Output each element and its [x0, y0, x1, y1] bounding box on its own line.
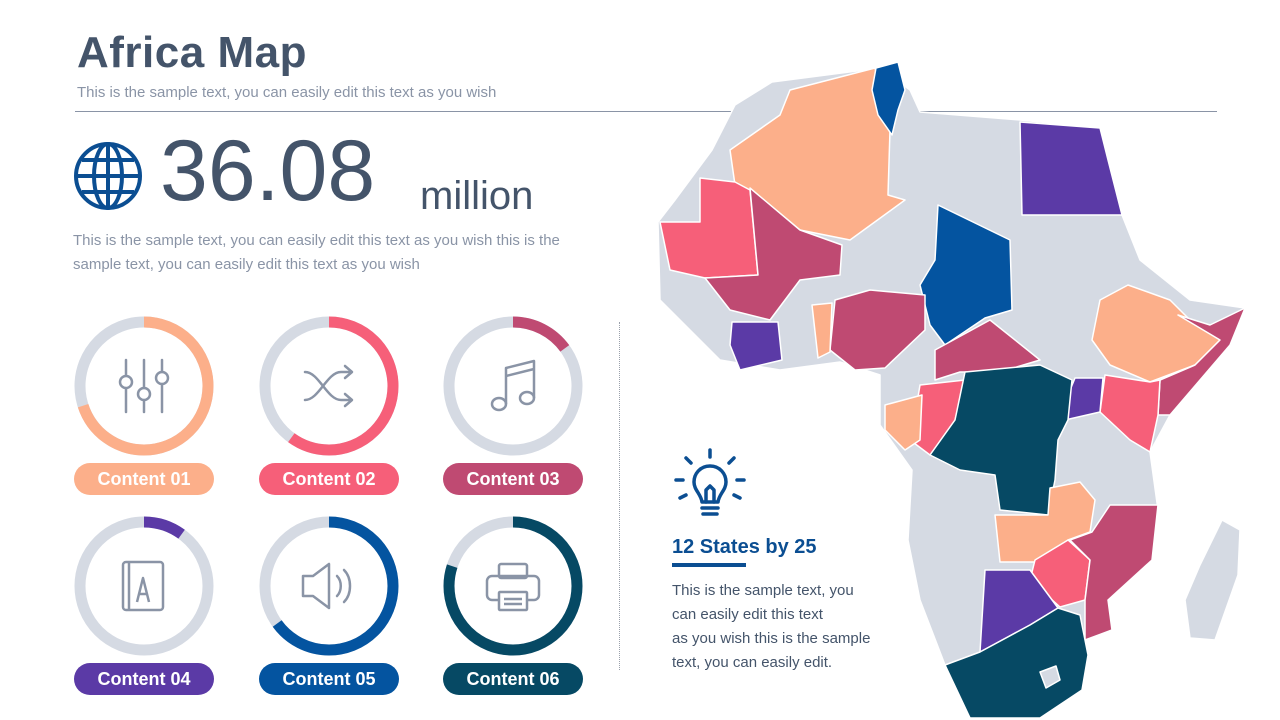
- africa-map: [657, 61, 1246, 719]
- content-ring-5[interactable]: [257, 514, 401, 658]
- book-icon: [121, 560, 165, 612]
- states-underline: [672, 563, 746, 567]
- content-label-4[interactable]: Content 04: [74, 663, 214, 695]
- ring-progress-3: [443, 316, 583, 456]
- states-title: 12 States by 25: [672, 536, 817, 558]
- content-label-6[interactable]: Content 06: [443, 663, 583, 695]
- music-note-icon: [490, 359, 536, 412]
- content-label-3[interactable]: Content 03: [443, 463, 583, 495]
- shuffle-icon: [303, 364, 354, 408]
- ring-progress-4: [74, 516, 214, 656]
- globe-icon: [74, 142, 142, 210]
- map-region-teal-south: [944, 607, 1089, 719]
- ring-progress-6: [443, 516, 583, 656]
- map-region-rose-central-west: [829, 289, 926, 371]
- printer-icon: [485, 562, 541, 612]
- stat-unit: million: [420, 174, 534, 218]
- speaker-icon: [301, 562, 352, 610]
- ring-progress-1: [74, 316, 214, 456]
- map-region-purple-west: [729, 321, 783, 371]
- states-line-2: can easily edit this text: [672, 606, 823, 623]
- map-region-pink-east: [1099, 374, 1161, 453]
- content-ring-1[interactable]: [72, 314, 216, 458]
- map-madagascar: [1184, 519, 1241, 641]
- map-region-peach-west-small: [811, 302, 833, 359]
- map-region-peach-central: [884, 394, 923, 451]
- states-line-1: This is the sample text, you: [672, 582, 854, 599]
- section-divider: [619, 322, 620, 670]
- content-ring-6[interactable]: [441, 514, 585, 658]
- header-divider: [75, 111, 1217, 112]
- ring-progress-2: [259, 316, 399, 456]
- content-label-2[interactable]: Content 02: [259, 463, 399, 495]
- page-title: Africa Map: [77, 28, 307, 77]
- map-region-rose-west: [704, 187, 843, 321]
- content-ring-4[interactable]: [72, 514, 216, 658]
- content-label-1[interactable]: Content 01: [74, 463, 214, 495]
- lightbulb-icon: [674, 448, 746, 516]
- map-region-blue-north: [871, 61, 906, 136]
- content-ring-2[interactable]: [257, 314, 401, 458]
- equalizer-sliders-icon: [118, 358, 170, 414]
- map-region-purple-northeast: [1019, 121, 1123, 216]
- states-line-3: as you wish this is the sample: [672, 630, 871, 647]
- content-label-5[interactable]: Content 05: [259, 663, 399, 695]
- stat-value: 36.08: [160, 123, 376, 219]
- states-description: This is the sample text, you can easily …: [672, 579, 912, 675]
- ring-progress-5: [259, 516, 399, 656]
- stat-description: This is the sample text, you can easily …: [73, 232, 560, 273]
- content-ring-3[interactable]: [441, 314, 585, 458]
- map-region-pink-west: [659, 177, 759, 279]
- page-subtitle: This is the sample text, you can easily …: [77, 84, 497, 101]
- map-lesotho: [1039, 665, 1061, 689]
- states-line-4: text, you can easily edit.: [672, 654, 833, 671]
- map-region-rose-horn: [1157, 307, 1246, 416]
